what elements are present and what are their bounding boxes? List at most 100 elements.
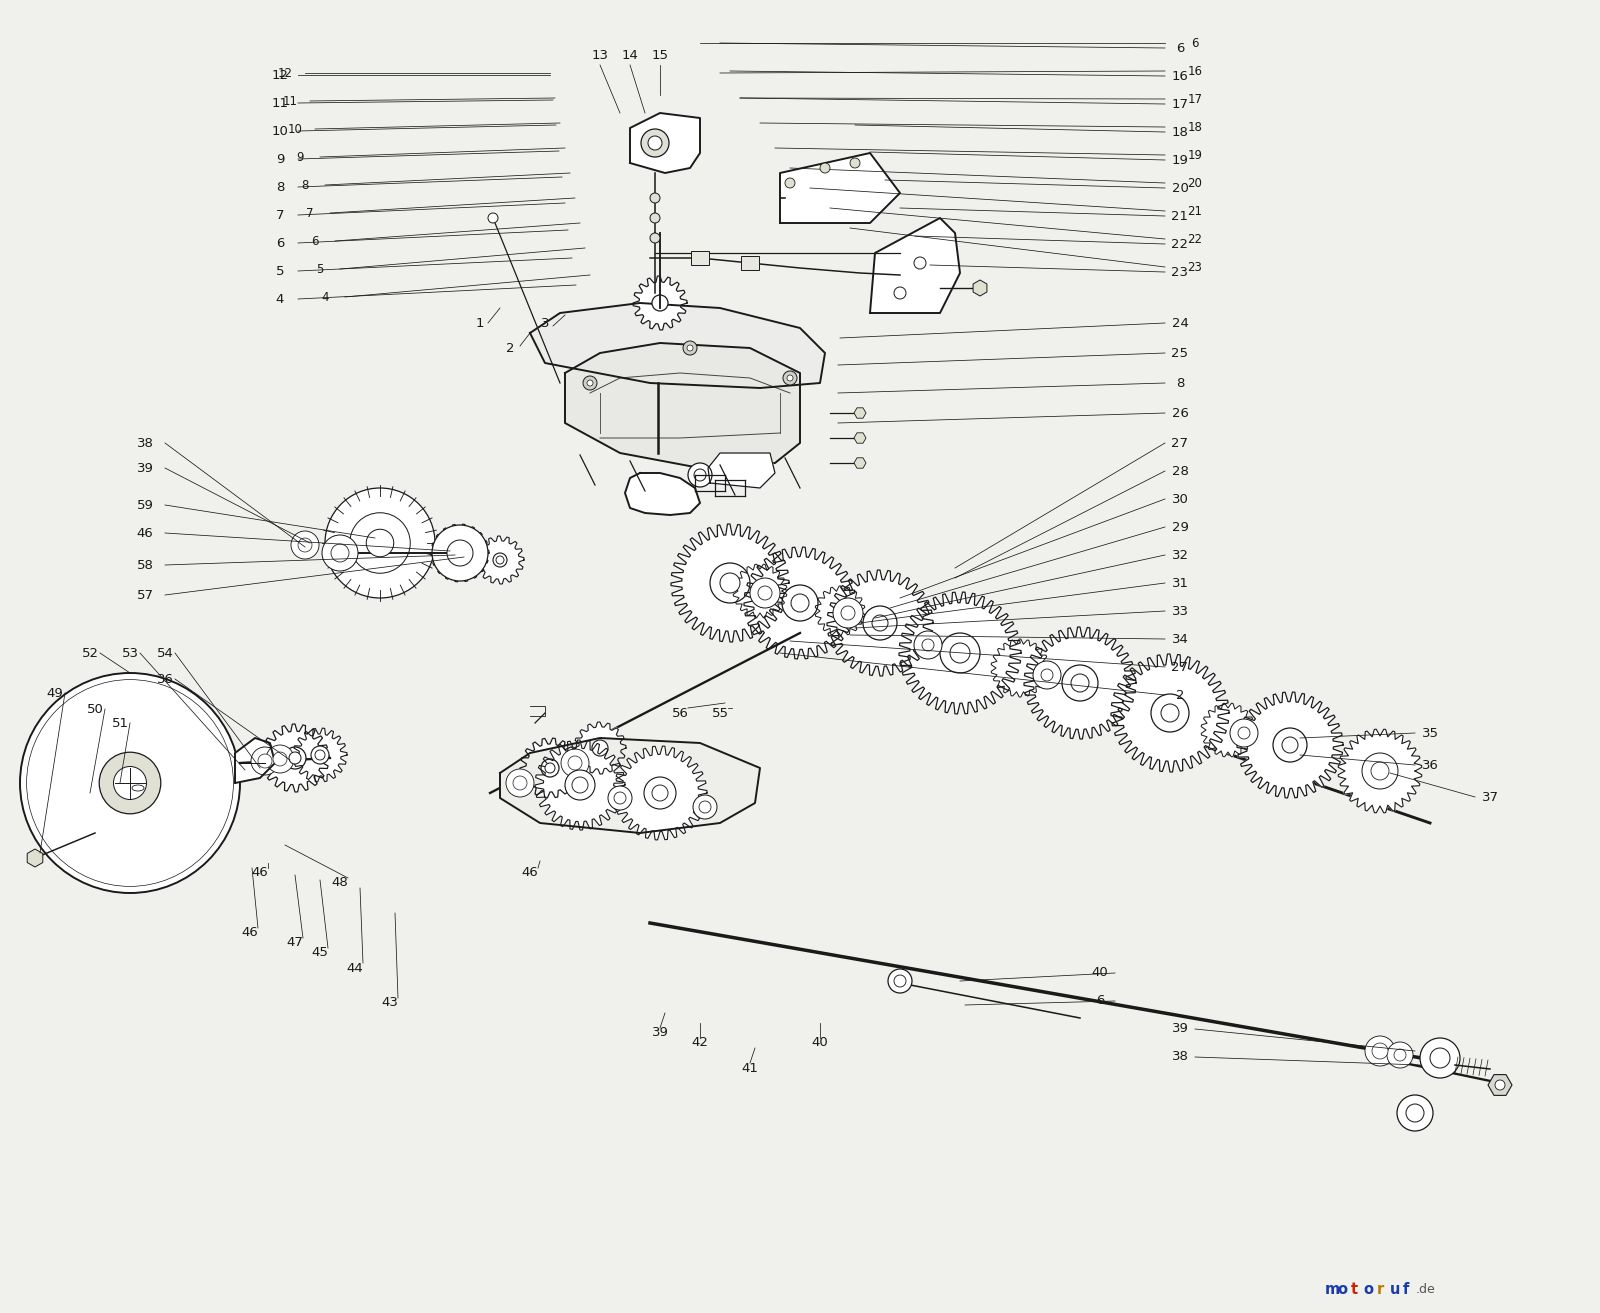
Text: 12: 12 [272, 68, 288, 81]
Polygon shape [973, 280, 987, 295]
Circle shape [114, 767, 147, 800]
Text: 49: 49 [46, 687, 64, 700]
Polygon shape [854, 458, 866, 469]
Text: m: m [1325, 1281, 1341, 1297]
Text: 48: 48 [331, 877, 349, 889]
Text: 5: 5 [317, 263, 323, 276]
Text: 40: 40 [1091, 966, 1109, 979]
Circle shape [1494, 1081, 1506, 1090]
Circle shape [1034, 660, 1061, 689]
Circle shape [782, 586, 818, 621]
Circle shape [694, 469, 706, 481]
Text: 41: 41 [741, 1061, 758, 1074]
Polygon shape [534, 741, 626, 830]
Text: 28: 28 [1171, 465, 1189, 478]
Circle shape [786, 179, 795, 188]
Circle shape [1362, 752, 1398, 789]
Circle shape [446, 540, 474, 566]
Text: 42: 42 [691, 1036, 709, 1049]
Text: 46: 46 [136, 527, 154, 540]
Text: 20: 20 [1171, 181, 1189, 194]
Text: 53: 53 [122, 646, 139, 659]
Text: 44: 44 [347, 961, 363, 974]
Text: o: o [1363, 1281, 1374, 1297]
Text: 6: 6 [1192, 37, 1198, 50]
Text: 37: 37 [1482, 790, 1499, 804]
Circle shape [686, 345, 693, 351]
Circle shape [290, 752, 301, 764]
Circle shape [432, 525, 488, 580]
Circle shape [514, 776, 526, 790]
Text: 23: 23 [1171, 265, 1189, 278]
Circle shape [546, 763, 555, 773]
Circle shape [710, 563, 750, 603]
Circle shape [1062, 664, 1098, 701]
Text: 6: 6 [1096, 994, 1104, 1007]
Polygon shape [520, 738, 581, 798]
Text: 38: 38 [1171, 1050, 1189, 1064]
Text: 34: 34 [1171, 633, 1189, 646]
Circle shape [1150, 695, 1189, 733]
Circle shape [693, 794, 717, 819]
Circle shape [99, 752, 162, 814]
Text: u: u [1390, 1281, 1400, 1297]
Circle shape [582, 376, 597, 390]
Circle shape [1421, 1039, 1459, 1078]
Text: 15: 15 [651, 49, 669, 62]
Circle shape [1397, 1095, 1434, 1130]
Circle shape [683, 341, 698, 355]
Circle shape [1042, 670, 1053, 681]
Text: 7: 7 [306, 206, 314, 219]
Text: 29: 29 [1171, 520, 1189, 533]
Circle shape [1371, 762, 1389, 780]
Circle shape [331, 544, 349, 562]
Circle shape [653, 295, 669, 311]
Text: 4: 4 [322, 290, 328, 303]
Text: 1: 1 [475, 316, 485, 330]
Text: 39: 39 [1171, 1023, 1189, 1036]
Text: 13: 13 [592, 49, 608, 62]
Circle shape [322, 534, 358, 571]
Text: 11: 11 [283, 95, 298, 108]
Circle shape [592, 741, 608, 756]
Circle shape [782, 372, 797, 385]
Polygon shape [430, 524, 490, 582]
Polygon shape [1024, 628, 1136, 739]
Circle shape [1274, 727, 1307, 762]
Text: t: t [1350, 1281, 1358, 1297]
Circle shape [914, 257, 926, 269]
Circle shape [1430, 1048, 1450, 1067]
Polygon shape [27, 850, 43, 867]
Circle shape [541, 759, 558, 777]
Circle shape [315, 750, 325, 760]
Circle shape [1406, 1104, 1424, 1123]
FancyBboxPatch shape [741, 256, 758, 270]
Text: 27: 27 [1171, 436, 1189, 449]
Text: 27: 27 [1171, 660, 1189, 674]
Text: 2: 2 [1176, 688, 1184, 701]
Text: 17: 17 [1187, 92, 1203, 105]
Circle shape [251, 747, 278, 775]
Text: 54: 54 [157, 646, 173, 659]
Polygon shape [235, 738, 275, 783]
Text: o: o [1338, 1281, 1347, 1297]
Circle shape [1230, 720, 1258, 747]
Circle shape [758, 586, 773, 600]
Text: 8: 8 [1176, 377, 1184, 390]
Circle shape [862, 607, 898, 639]
Circle shape [872, 614, 888, 632]
Polygon shape [1338, 729, 1422, 813]
Polygon shape [501, 738, 760, 832]
Circle shape [562, 748, 589, 777]
Text: 24: 24 [1171, 316, 1189, 330]
Circle shape [688, 463, 712, 487]
Circle shape [650, 193, 661, 204]
Text: 21: 21 [1187, 205, 1203, 218]
Circle shape [1162, 704, 1179, 722]
Text: 18: 18 [1187, 121, 1203, 134]
Text: 21: 21 [1171, 210, 1189, 222]
Circle shape [653, 785, 669, 801]
Text: 36: 36 [157, 672, 173, 685]
Text: 22: 22 [1187, 232, 1203, 246]
Text: 57: 57 [136, 588, 154, 601]
